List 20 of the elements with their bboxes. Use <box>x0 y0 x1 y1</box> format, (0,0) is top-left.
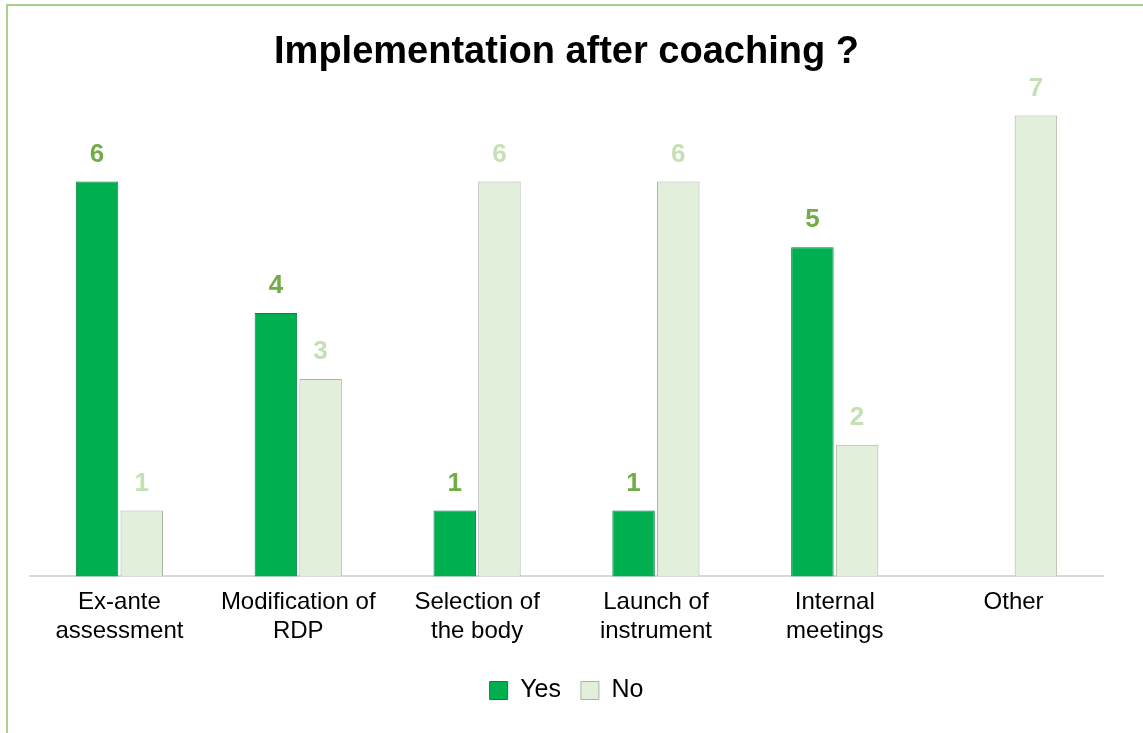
data-label: 5 <box>805 203 820 234</box>
x-tick-label: Selection of the body <box>414 587 541 644</box>
x-tick-label: Ex-ante assessment <box>55 587 184 644</box>
x-tick-label: Other <box>983 587 1044 615</box>
chart-title: Implementation after coaching ? <box>274 29 859 72</box>
x-tick-label: Modification of RDP <box>220 587 376 644</box>
legend-label: Yes <box>520 674 561 703</box>
x-tick-label: Internal meetings <box>786 587 884 644</box>
data-label: 2 <box>849 400 865 431</box>
data-label: 6 <box>671 137 686 168</box>
data-label: 6 <box>492 137 507 168</box>
x-tick-label: Launch of instrument <box>599 587 713 644</box>
data-label: 6 <box>89 137 105 168</box>
data-label: 7 <box>1028 71 1044 102</box>
data-label: 3 <box>313 335 328 366</box>
legend-label: No <box>611 674 644 703</box>
data-label: 1 <box>626 466 641 497</box>
data-label: 1 <box>447 466 462 497</box>
data-label: 4 <box>268 269 284 300</box>
data-label: 1 <box>134 466 150 497</box>
